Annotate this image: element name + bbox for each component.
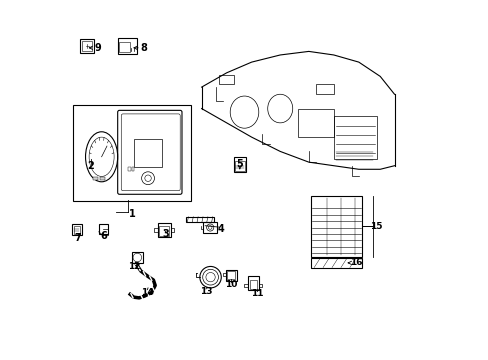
Bar xyxy=(225,270,236,281)
Bar xyxy=(159,226,169,236)
Text: 15: 15 xyxy=(370,222,382,231)
Bar xyxy=(82,41,92,51)
Text: 9: 9 xyxy=(95,43,101,53)
Bar xyxy=(310,196,362,257)
Text: 14: 14 xyxy=(141,288,153,297)
Text: 2: 2 xyxy=(87,161,94,171)
Text: 12: 12 xyxy=(128,262,141,271)
Bar xyxy=(310,257,362,267)
Bar xyxy=(203,222,217,233)
Bar xyxy=(247,276,258,290)
Bar xyxy=(185,217,214,222)
Bar xyxy=(134,139,162,167)
Bar xyxy=(298,109,333,137)
Bar xyxy=(227,271,235,279)
Bar xyxy=(233,157,246,172)
Bar xyxy=(333,116,376,158)
Text: 5: 5 xyxy=(236,159,243,169)
Text: 11: 11 xyxy=(250,289,263,298)
Bar xyxy=(73,105,190,202)
Text: 13: 13 xyxy=(199,287,212,296)
Bar xyxy=(128,167,130,171)
Bar xyxy=(99,224,107,234)
Bar xyxy=(315,84,333,94)
Bar xyxy=(74,226,80,234)
Text: 1: 1 xyxy=(128,209,135,219)
Text: 10: 10 xyxy=(224,280,237,289)
Text: 16: 16 xyxy=(349,258,362,267)
Bar xyxy=(249,280,257,289)
Bar xyxy=(219,75,233,84)
Text: 3: 3 xyxy=(162,229,169,239)
Text: 7: 7 xyxy=(74,233,81,243)
Bar xyxy=(72,224,82,235)
Bar xyxy=(158,223,170,237)
Bar xyxy=(80,39,94,53)
Bar xyxy=(132,252,142,263)
Text: 8: 8 xyxy=(140,43,147,53)
Bar xyxy=(100,177,105,180)
Bar xyxy=(118,38,137,54)
Bar xyxy=(132,167,134,171)
Bar xyxy=(119,42,130,53)
Text: 6: 6 xyxy=(100,231,106,242)
Text: 4: 4 xyxy=(218,224,224,234)
Bar xyxy=(235,161,244,171)
Bar xyxy=(93,177,98,180)
